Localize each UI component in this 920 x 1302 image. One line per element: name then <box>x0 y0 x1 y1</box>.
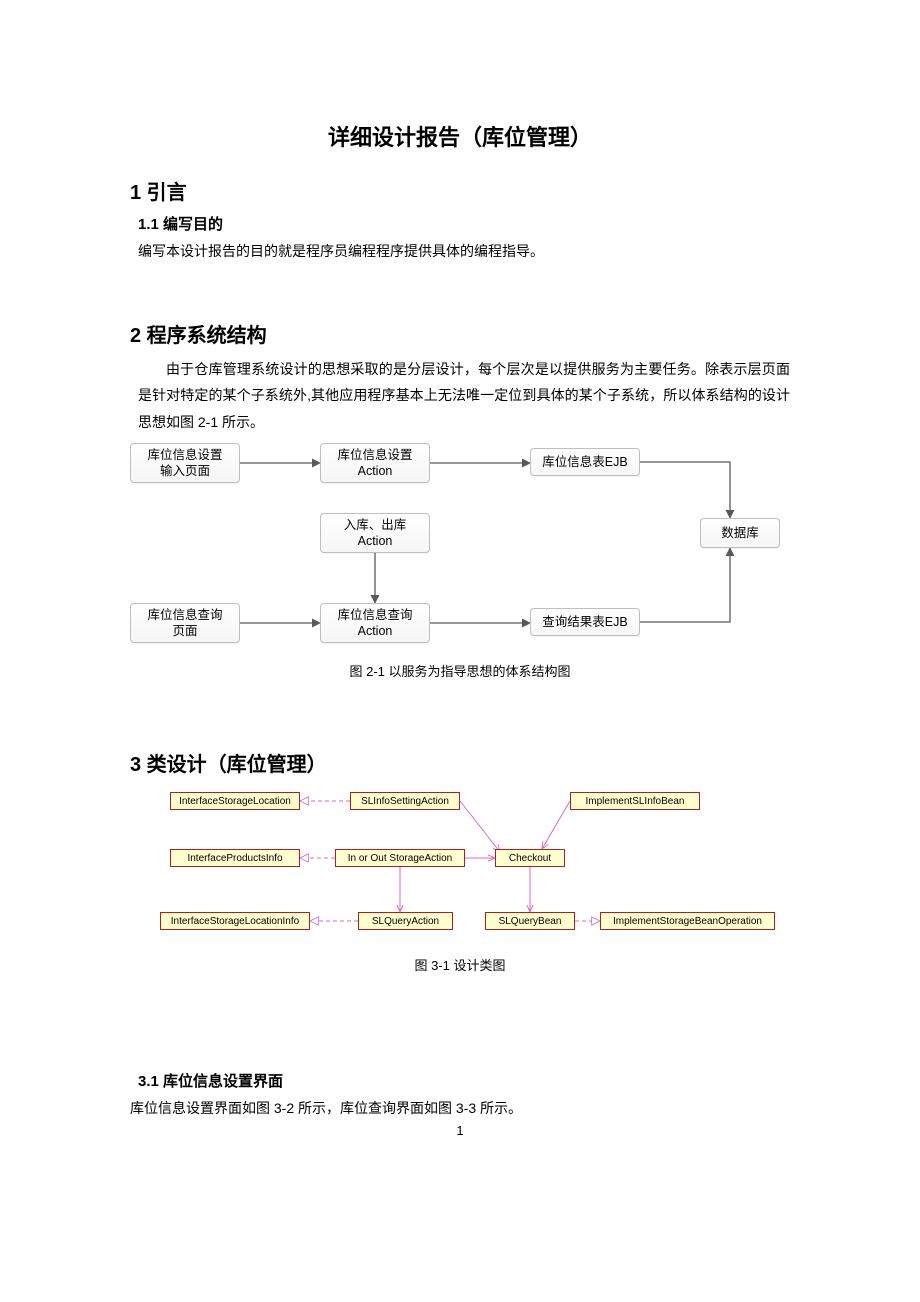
class-node-n_io: In or Out StorageAction <box>335 849 465 867</box>
section-3-1-body: 库位信息设置界面如图 3-2 所示，库位查询界面如图 3-3 所示。 <box>130 1095 790 1122</box>
class-node-n_ipi: InterfaceProductsInfo <box>170 849 300 867</box>
spacer <box>130 994 790 1064</box>
flowchart-node-a3: 库位信息表EJB <box>530 448 640 476</box>
flowchart-node-c3: 查询结果表EJB <box>530 608 640 636</box>
section-1-1-heading: 1.1 编写目的 <box>138 213 790 234</box>
document-title: 详细设计报告（库位管理） <box>130 120 790 152</box>
class-node-n_chk: Checkout <box>495 849 565 867</box>
page-number: 1 <box>0 1123 920 1138</box>
flowchart-node-db: 数据库 <box>700 518 780 548</box>
spacer <box>130 271 790 303</box>
section-3-heading: 3 类设计（库位管理） <box>130 748 790 777</box>
flowchart-node-b2: 入库、出库Action <box>320 513 430 553</box>
figure-3-1-class-diagram: InterfaceStorageLocation SLInfoSettingAct… <box>140 787 780 947</box>
class-node-n_slset: SLInfoSettingAction <box>350 792 460 810</box>
figure-2-1-flowchart: 库位信息设置输入页面 库位信息设置Action 库位信息表EJB 入库、出库Actio… <box>130 443 790 653</box>
document-page: 详细设计报告（库位管理） 1 引言 1.1 编写目的 编写本设计报告的目的就是程… <box>0 0 920 1168</box>
class-node-n_slqb: SLQueryBean <box>485 912 575 930</box>
flowchart-node-c2: 库位信息查询Action <box>320 603 430 643</box>
section-2-heading: 2 程序系统结构 <box>130 319 790 348</box>
class-node-n_slq: SLQueryAction <box>358 912 453 930</box>
spacer <box>130 700 790 732</box>
section-3-1-heading: 3.1 库位信息设置界面 <box>138 1070 790 1091</box>
section-1-1-body: 编写本设计报告的目的就是程序员编程程序提供具体的编程指导。 <box>138 238 790 265</box>
section-1-heading: 1 引言 <box>130 176 790 205</box>
class-node-n_isl: InterfaceStorageLocation <box>170 792 300 810</box>
figure-3-1-caption: 图 3-1 设计类图 <box>130 955 790 974</box>
class-node-n_impl1: ImplementSLInfoBean <box>570 792 700 810</box>
flowchart-node-a1: 库位信息设置输入页面 <box>130 443 240 483</box>
class-node-n_impl2: ImplementStorageBeanOperation <box>600 912 775 930</box>
section-2-body: 由于仓库管理系统设计的思想采取的是分层设计，每个层次是以提供服务为主要任务。除表… <box>138 356 790 436</box>
flowchart-node-a2: 库位信息设置Action <box>320 443 430 483</box>
class-node-n_isli: InterfaceStorageLocationInfo <box>160 912 310 930</box>
flowchart-node-c1: 库位信息查询页面 <box>130 603 240 643</box>
figure-2-1-caption: 图 2-1 以服务为指导思想的体系结构图 <box>130 661 790 680</box>
